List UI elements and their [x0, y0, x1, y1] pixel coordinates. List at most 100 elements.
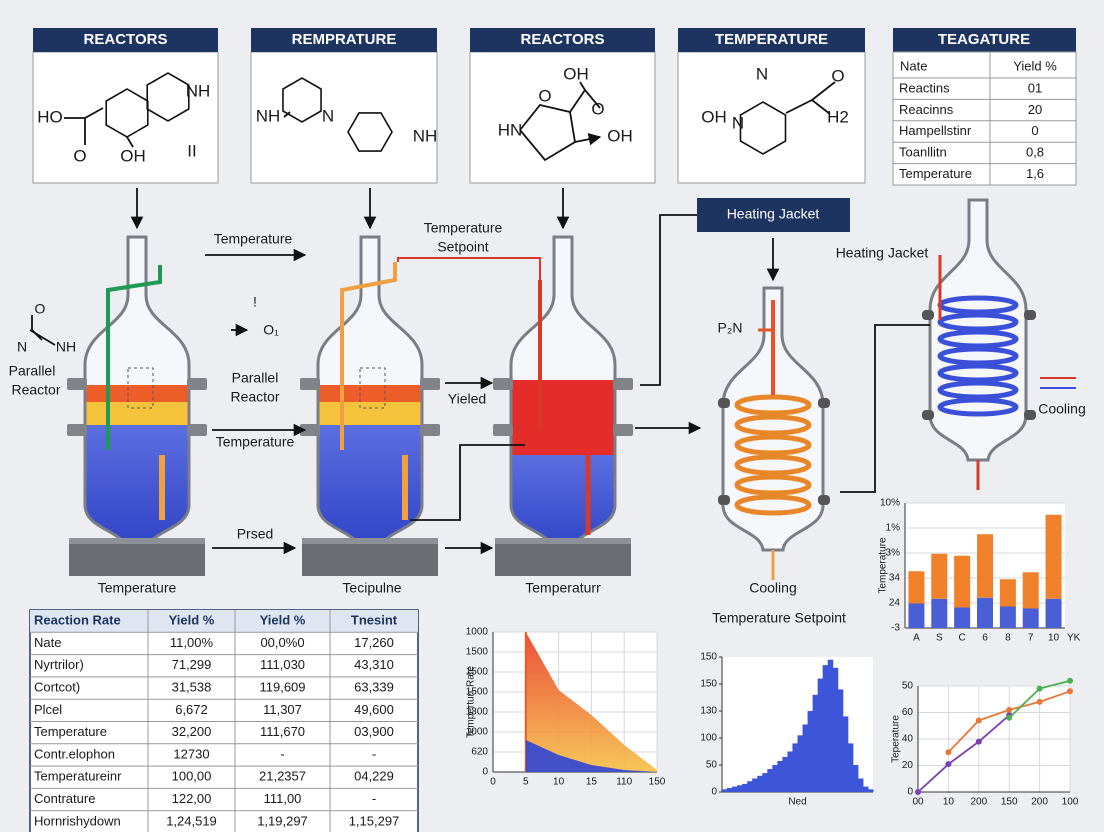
x-tick-label: C [959, 633, 966, 644]
table [892, 51, 1077, 186]
table-cell: 122,00 [172, 791, 212, 806]
dashed-box [127, 367, 154, 409]
histogram-bar [792, 743, 798, 792]
clamp [187, 424, 207, 436]
histogram-bar [817, 678, 824, 792]
x-tick-label: A [913, 633, 920, 644]
bar-segment [1045, 514, 1062, 599]
x-tick-label: 00 [912, 797, 924, 808]
flask-outline [721, 286, 825, 552]
label: Temperaturr [525, 580, 601, 596]
label: Temperature [98, 580, 177, 596]
atom: HO [37, 107, 63, 126]
table-cell: 43,310 [354, 657, 394, 672]
table-header-cell: Nate [900, 58, 927, 73]
table-cell: Temperature [899, 166, 972, 181]
table-cell: 01 [1028, 80, 1042, 95]
point [975, 717, 982, 724]
coil [734, 474, 812, 496]
table-cell: - [280, 746, 284, 761]
bar-segment [954, 555, 971, 608]
y-tick-label: 40 [902, 734, 914, 745]
panel-header [33, 28, 218, 52]
coil [937, 363, 1019, 383]
x-tick-label: 15 [586, 777, 598, 788]
point [975, 738, 982, 745]
table-cell: Nate [34, 635, 61, 650]
bar-segment [931, 553, 948, 599]
table-cell: Cortcot) [34, 679, 80, 694]
bar-segment [908, 571, 925, 604]
clamp [818, 495, 830, 505]
label: Temperature [216, 434, 295, 450]
y-tick-label: 130 [700, 706, 717, 717]
point [1006, 714, 1013, 721]
liquid-layer [511, 380, 615, 455]
y-tick-label: 1000 [466, 727, 489, 738]
table-cell: Reacinns [899, 102, 954, 117]
table-cell: 03,900 [354, 724, 394, 739]
atom: N [732, 113, 744, 132]
clamp [613, 424, 633, 436]
histogram-bar [807, 711, 814, 792]
histogram-bar [742, 783, 748, 792]
table-cell: 0 [1031, 123, 1038, 138]
clamp [420, 424, 440, 436]
tube [397, 257, 541, 280]
histogram-bar [867, 789, 874, 792]
bar-segment [1022, 608, 1039, 628]
bond [574, 133, 602, 146]
panel-title: REMPRATURE [292, 31, 397, 48]
histogram-bar [857, 778, 864, 792]
series-line [917, 714, 1010, 793]
histogram-bar [777, 760, 783, 792]
panel [677, 51, 866, 184]
label: Temperature [214, 231, 293, 247]
table-cell: 1,19,297 [257, 813, 308, 828]
x-tick-label: 5 [523, 777, 529, 788]
histogram-bar [842, 716, 849, 792]
table-cell: Temperature [34, 724, 107, 739]
point [1036, 685, 1043, 692]
atom: O [591, 99, 604, 118]
table-header-cell: Tnesint [351, 613, 398, 628]
y-tick-label: 60 [902, 707, 914, 718]
clamp [420, 378, 440, 390]
atom: OH [563, 64, 589, 83]
bar-segment [1022, 572, 1039, 609]
y-tick-label: 24 [889, 598, 901, 609]
base-plate [69, 540, 205, 576]
y-tick-label: 1500 [466, 667, 489, 678]
point [945, 749, 952, 756]
bar-segment [1045, 598, 1062, 628]
histogram-bar [747, 781, 753, 792]
ring [146, 72, 190, 122]
clamp [718, 398, 730, 408]
clamp [922, 310, 934, 320]
label: Yieled [448, 391, 486, 407]
histogram-bar [762, 773, 768, 792]
panel-title: REACTORS [521, 31, 605, 48]
bond [283, 111, 291, 118]
y-tick-label: 1% [886, 523, 901, 534]
histogram-bar [832, 667, 839, 792]
coil [734, 434, 812, 456]
histogram-bar [767, 769, 773, 792]
panel [32, 51, 219, 184]
table-cell: Contrature [34, 791, 95, 806]
coil [937, 346, 1019, 366]
bar-segment [999, 579, 1016, 607]
bond [31, 315, 43, 341]
atom: O [73, 146, 86, 165]
y-tick-label: 1300 [466, 707, 489, 718]
histogram-bar [727, 787, 733, 792]
clamp [67, 378, 87, 390]
coil [734, 494, 812, 516]
panel-title: TEMPERATURE [715, 31, 828, 48]
axis-label: Teperature [891, 715, 902, 763]
x-tick-label: 10 [943, 797, 955, 808]
table-cell: Hampellstinr [899, 123, 972, 138]
bar-segment [954, 607, 971, 628]
atom: N [322, 106, 334, 125]
label: Temperature [424, 220, 503, 236]
